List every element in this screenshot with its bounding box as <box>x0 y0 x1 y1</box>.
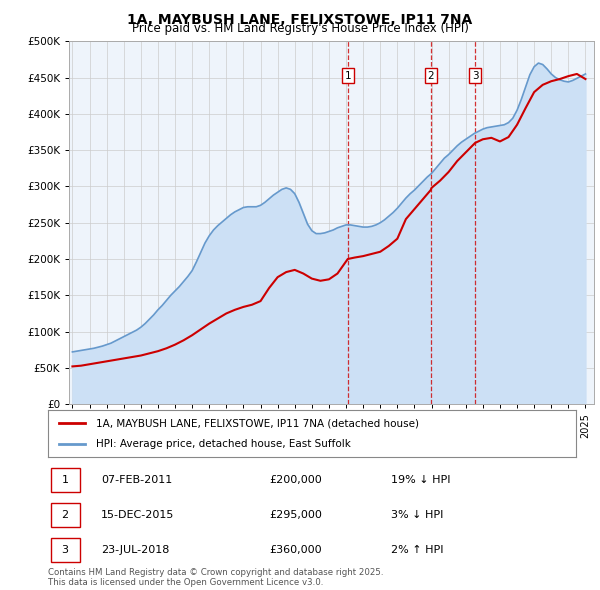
Text: 2: 2 <box>62 510 69 520</box>
Text: 3: 3 <box>62 545 68 555</box>
Text: 1: 1 <box>344 71 351 81</box>
Text: Contains HM Land Registry data © Crown copyright and database right 2025.
This d: Contains HM Land Registry data © Crown c… <box>48 568 383 587</box>
Text: 1: 1 <box>62 475 68 485</box>
Text: £200,000: £200,000 <box>270 475 323 485</box>
Text: 1A, MAYBUSH LANE, FELIXSTOWE, IP11 7NA: 1A, MAYBUSH LANE, FELIXSTOWE, IP11 7NA <box>127 13 473 27</box>
Text: 07-FEB-2011: 07-FEB-2011 <box>101 475 172 485</box>
Text: 1A, MAYBUSH LANE, FELIXSTOWE, IP11 7NA (detached house): 1A, MAYBUSH LANE, FELIXSTOWE, IP11 7NA (… <box>95 418 419 428</box>
FancyBboxPatch shape <box>50 468 80 492</box>
Text: 19% ↓ HPI: 19% ↓ HPI <box>391 475 451 485</box>
Text: 23-JUL-2018: 23-JUL-2018 <box>101 545 169 555</box>
Text: 2% ↑ HPI: 2% ↑ HPI <box>391 545 444 555</box>
Text: Price paid vs. HM Land Registry's House Price Index (HPI): Price paid vs. HM Land Registry's House … <box>131 22 469 35</box>
Text: £360,000: £360,000 <box>270 545 322 555</box>
Text: £295,000: £295,000 <box>270 510 323 520</box>
Text: 2: 2 <box>427 71 434 81</box>
Text: 15-DEC-2015: 15-DEC-2015 <box>101 510 174 520</box>
FancyBboxPatch shape <box>50 537 80 562</box>
Text: 3: 3 <box>472 71 478 81</box>
Text: HPI: Average price, detached house, East Suffolk: HPI: Average price, detached house, East… <box>95 439 350 449</box>
Text: 3% ↓ HPI: 3% ↓ HPI <box>391 510 443 520</box>
FancyBboxPatch shape <box>50 503 80 527</box>
